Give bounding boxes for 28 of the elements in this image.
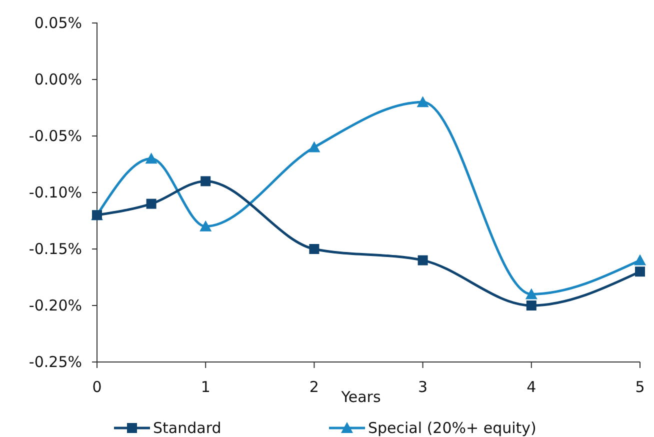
y-tick-label: -0.10% [28,183,82,202]
y-tick-label: 0.05% [34,14,82,32]
y-tick-label: -0.20% [28,296,82,314]
point [145,152,158,164]
legend-label: Standard [153,419,222,437]
point [308,141,320,152]
x-tick-label: 0 [92,378,102,396]
y-tick-label: -0.15% [28,240,82,258]
point [416,96,429,108]
point [418,255,428,266]
point [200,176,211,186]
x-axis-title: Years [340,388,381,406]
point [200,220,212,232]
point [309,244,320,254]
point [146,198,156,209]
x-tick-label: 3 [418,378,428,396]
y-tick-label: -0.05% [28,126,82,145]
point [525,288,538,300]
point [635,266,645,277]
x-tick-label: 4 [526,378,536,396]
legend-label: Special (20%+ equity) [368,419,536,437]
x-tick-label: 2 [309,378,319,396]
point [634,254,646,266]
y-tick-label: 0.00% [34,70,82,88]
y-tick-label: -0.25% [28,352,82,371]
x-tick-label: 1 [200,378,210,396]
point [526,300,536,310]
x-tick-label: 5 [635,378,645,396]
